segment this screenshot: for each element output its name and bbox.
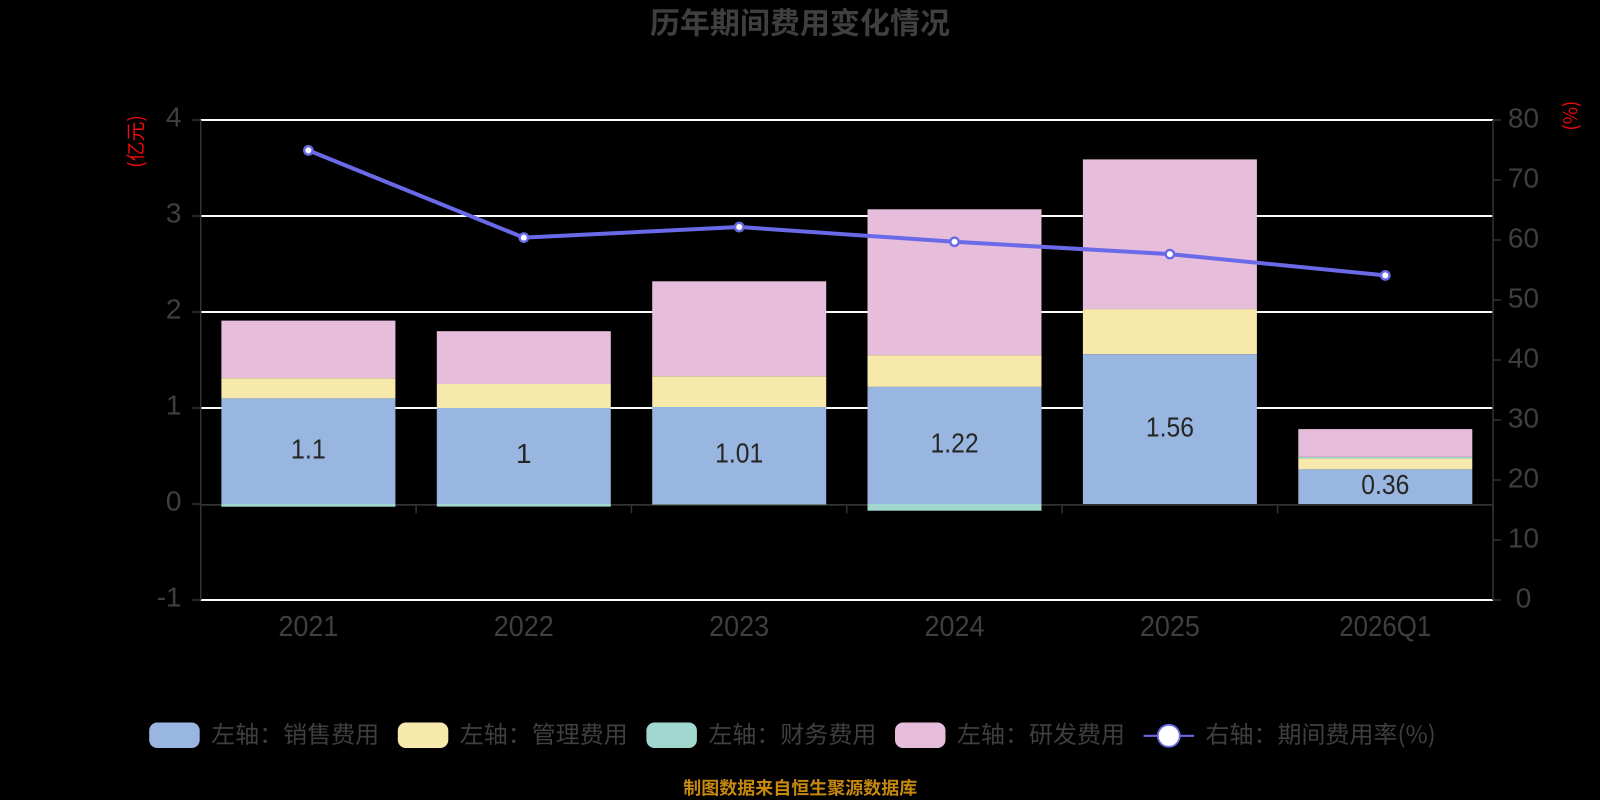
svg-text:-1: -1 (157, 582, 182, 613)
svg-text:2022: 2022 (494, 611, 554, 643)
svg-text:60: 60 (1508, 222, 1539, 253)
svg-text:2023: 2023 (709, 611, 769, 643)
svg-text:2025: 2025 (1140, 611, 1200, 643)
svg-text:1.01: 1.01 (715, 438, 763, 469)
svg-text:1: 1 (166, 390, 182, 421)
svg-text:0.36: 0.36 (1361, 469, 1409, 500)
svg-text:1.1: 1.1 (291, 433, 326, 464)
svg-text:3: 3 (166, 198, 182, 229)
svg-text:20: 20 (1508, 462, 1539, 493)
svg-text:40: 40 (1508, 342, 1539, 373)
svg-text:70: 70 (1508, 162, 1539, 193)
svg-text:0: 0 (166, 486, 182, 517)
svg-text:10: 10 (1508, 522, 1539, 553)
svg-text:1: 1 (516, 438, 532, 469)
svg-text:0: 0 (1516, 582, 1532, 613)
svg-text:2026Q1: 2026Q1 (1339, 611, 1431, 643)
svg-text:1.56: 1.56 (1146, 411, 1194, 442)
svg-text:2021: 2021 (278, 611, 338, 643)
svg-text:1.22: 1.22 (931, 428, 979, 459)
svg-text:2024: 2024 (925, 611, 985, 643)
svg-text:80: 80 (1508, 102, 1539, 133)
svg-text:4: 4 (166, 102, 182, 133)
svg-text:50: 50 (1508, 282, 1539, 313)
svg-text:2: 2 (166, 294, 182, 325)
svg-text:30: 30 (1508, 402, 1539, 433)
